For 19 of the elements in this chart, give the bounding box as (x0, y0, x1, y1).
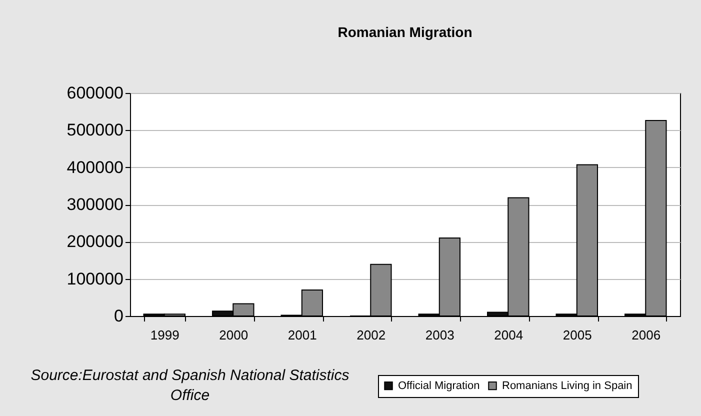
x-tick-label: 2002 (356, 328, 386, 342)
legend-label: Official Migration (398, 380, 480, 392)
x-tick-label: 2006 (632, 328, 661, 342)
x-tick-label: 2000 (219, 328, 248, 342)
x-tick-label: 2004 (494, 328, 524, 342)
y-tick-label: 200000 (66, 232, 124, 252)
y-tick-label: 600000 (66, 84, 124, 102)
y-tick-label: 500000 (66, 120, 124, 140)
x-tick-label: 2001 (288, 328, 317, 342)
y-tick-label: 300000 (66, 195, 124, 214)
chart-title: Romanian Migration (338, 24, 472, 40)
y-tick-label: 100000 (66, 269, 124, 288)
y-tick-label: 0 (114, 306, 124, 326)
x-tick-label: 2003 (425, 328, 454, 342)
x-tick-label: 2005 (562, 328, 592, 342)
source-note: Source:Eurostat and Spanish National Statistics Office (30, 366, 350, 406)
y-tick-label: 400000 (66, 158, 124, 177)
x-tick-label: 1999 (150, 328, 180, 342)
legend-label: Romanians Living in Spain (502, 380, 632, 392)
